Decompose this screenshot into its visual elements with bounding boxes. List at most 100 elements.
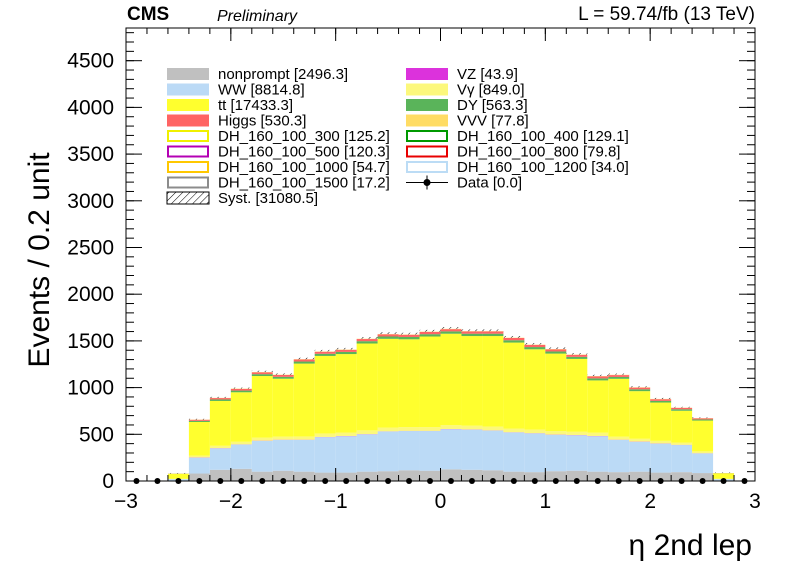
bar-3-7 — [272, 436, 294, 440]
bar-1-19 — [524, 433, 546, 473]
legend-label-c1-7: DH_160_100_1500 [17.2] — [218, 175, 390, 192]
legend-swatch-c2-3 — [406, 114, 448, 127]
y-tick-label-9: 4500 — [67, 50, 114, 73]
bar-3-27 — [692, 451, 714, 454]
syst-hatch-3 — [188, 418, 210, 420]
bar-5-23 — [608, 376, 630, 379]
bar-4-18 — [503, 342, 525, 429]
bar-3-8 — [293, 436, 315, 440]
bar-4-23 — [608, 378, 630, 437]
bar-5-21 — [566, 356, 588, 359]
syst-hatch-27 — [692, 417, 714, 419]
legend-label-c2-5: DH_160_100_800 [79.8] — [457, 144, 620, 161]
y-axis: 0 500 1000 1500 2000 2500 3000 3500 4000 4500 — [67, 32, 755, 493]
legend-swatch-c1-3 — [167, 114, 209, 127]
bar-4-9 — [314, 355, 336, 434]
x-tick-label-4: 1 — [539, 490, 551, 513]
bar-6-6 — [251, 372, 273, 375]
bar-5-7 — [272, 376, 294, 379]
bar-3-10 — [335, 432, 357, 436]
bar-6-16 — [461, 331, 483, 334]
bar-1-25 — [650, 443, 672, 473]
bar-3-25 — [650, 440, 672, 444]
bar-4-5 — [230, 392, 252, 442]
bar-3-22 — [587, 432, 609, 436]
syst-hatch-21 — [566, 353, 588, 355]
legend-swatch-data-marker — [423, 179, 431, 186]
y-tick-label-6: 3000 — [67, 190, 114, 213]
legend-swatch-c1-5 — [167, 145, 209, 158]
bar-1-8 — [293, 439, 315, 472]
legend-swatch-c1-0 — [167, 68, 209, 80]
y-tick-label-1: 500 — [79, 423, 114, 446]
bar-6-11 — [356, 339, 378, 342]
bar-4-21 — [566, 358, 588, 432]
bar-6-8 — [293, 359, 315, 362]
bar-4-16 — [461, 336, 483, 426]
bar-4-12 — [377, 338, 399, 428]
bar-3-12 — [377, 427, 399, 432]
bar-1-4 — [209, 448, 231, 470]
bar-0-5 — [230, 468, 252, 481]
syst-hatch-11 — [356, 337, 378, 339]
y-tick-label-8: 4000 — [67, 96, 114, 119]
legend-label-c1-4: DH_160_100_300 [125.2] — [218, 128, 390, 145]
bar-1-22 — [587, 436, 609, 472]
bar-0-4 — [209, 469, 231, 481]
legend-label-c2-1: Vγ [849.0] — [457, 82, 525, 99]
bar-4-22 — [587, 380, 609, 433]
syst-hatch-5 — [230, 387, 252, 389]
bar-5-18 — [503, 340, 525, 343]
luminosity-label: L = 59.74/fb (13 TeV) — [578, 4, 755, 25]
bar-4-26 — [671, 410, 693, 443]
legend-label-c2-4: DH_160_100_400 [129.1] — [457, 128, 629, 145]
bar-0-20 — [545, 471, 567, 481]
legend-swatch-c1-2 — [167, 99, 209, 111]
legend-label-c1-6: DH_160_100_1000 [54.7] — [218, 159, 390, 176]
bar-3-5 — [230, 441, 252, 445]
bar-4-25 — [650, 402, 672, 441]
legend-swatch-c1-1 — [167, 83, 209, 96]
legend-label-c2-2: DY [563.3] — [457, 97, 528, 114]
bar-1-5 — [230, 444, 252, 469]
bar-5-3 — [188, 420, 210, 422]
bar-1-26 — [671, 445, 693, 473]
y-tick-label-4: 2000 — [67, 283, 114, 306]
bar-0-21 — [566, 470, 588, 481]
bar-6-26 — [671, 407, 693, 410]
legend-label-c1-8: Syst. [31080.5] — [218, 190, 318, 207]
legend-label-c1-2: tt [17433.3] — [218, 97, 293, 114]
bar-5-15 — [440, 331, 462, 334]
syst-hatch-13 — [398, 332, 420, 335]
x-tick-label-0: −3 — [114, 490, 138, 513]
bar-3-13 — [398, 427, 420, 431]
bar-4-2 — [167, 473, 189, 479]
syst-hatch-17 — [482, 329, 504, 332]
y-tick-label-7: 3500 — [67, 143, 114, 166]
bar-6-27 — [692, 418, 714, 420]
bar-4-24 — [629, 391, 651, 439]
bar-4-11 — [356, 343, 378, 431]
bar-6-18 — [503, 338, 525, 341]
bar-0-19 — [524, 472, 546, 481]
bar-0-22 — [587, 471, 609, 481]
bar-3-16 — [461, 425, 483, 430]
bar-0-14 — [419, 470, 441, 481]
syst-hatch-9 — [314, 349, 336, 352]
bar-1-13 — [398, 431, 420, 471]
bar-0-10 — [335, 472, 357, 481]
syst-hatch-22 — [587, 374, 609, 377]
bar-1-20 — [545, 434, 567, 472]
bar-4-14 — [419, 336, 441, 428]
bar-3-21 — [566, 431, 588, 436]
bar-4-20 — [545, 353, 567, 432]
bar-5-20 — [545, 351, 567, 354]
x-axis-label: η 2nd lep — [629, 529, 752, 562]
bar-5-12 — [377, 336, 399, 339]
bar-6-19 — [524, 344, 546, 348]
legend-label-c2-0: VZ [43.9] — [457, 66, 518, 83]
bar-0-17 — [482, 470, 504, 481]
bar-3-11 — [356, 430, 378, 435]
bar-0-27 — [692, 473, 714, 481]
